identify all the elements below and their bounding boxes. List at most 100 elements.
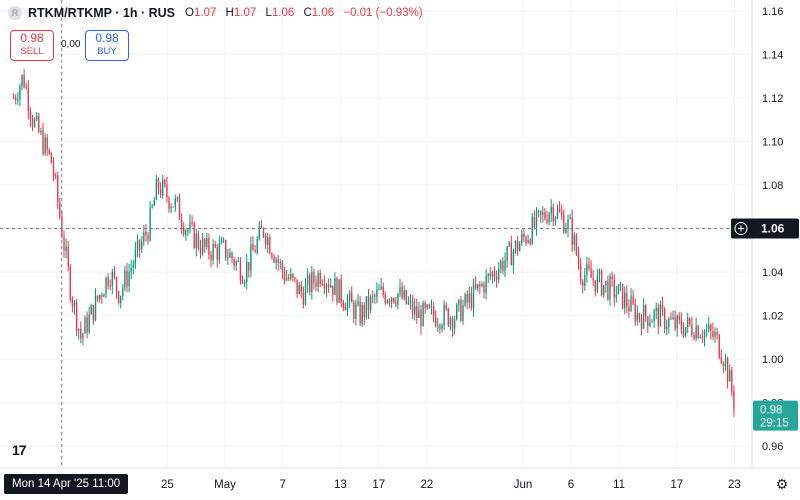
candle-body [428, 304, 431, 308]
candle-body [542, 212, 544, 215]
candle-body [61, 217, 63, 238]
low-value: 1.06 [271, 7, 295, 19]
candle-body [59, 201, 61, 218]
x-tick-label: 7 [279, 479, 285, 491]
candle-body [472, 284, 475, 309]
tradingview-logo-icon[interactable]: 17 [12, 442, 27, 458]
candle-body [174, 198, 177, 207]
candle-body [731, 370, 733, 392]
candle-body [178, 197, 181, 220]
symbol-header: R RTKM/RTKMP · 1h · RUS O1.07 H1.07 L1.0… [8, 6, 429, 20]
candle-body [344, 307, 347, 311]
candle-body [38, 115, 40, 133]
candle-body [325, 284, 328, 289]
candle-body [94, 295, 97, 320]
candle-body [418, 310, 420, 318]
buy-button[interactable]: 0.98 BUY [85, 30, 129, 61]
candle-body [187, 230, 189, 232]
candle-body [279, 262, 282, 264]
candle-body [292, 273, 294, 278]
candle-body [498, 269, 500, 280]
candle-body [120, 295, 122, 304]
candle-body [596, 274, 599, 292]
candle-body [611, 276, 613, 280]
candle-body [155, 179, 158, 200]
candle-body [531, 216, 534, 244]
candle-body [283, 272, 286, 281]
candle-body [705, 330, 708, 332]
candle-body [42, 130, 44, 154]
candle-body [619, 284, 622, 286]
candle-body [390, 298, 393, 303]
candle-body [416, 306, 418, 318]
candle-body [351, 292, 353, 303]
sell-button[interactable]: 0.98 SELL [10, 30, 54, 61]
candle-body [107, 277, 109, 286]
plus-circle-icon [734, 222, 748, 236]
candle-body [285, 277, 288, 281]
candle-body [323, 284, 326, 289]
candle-body [19, 86, 21, 100]
last-price-value: 0.98 [760, 405, 782, 417]
candle-body [50, 153, 53, 164]
candle-body [556, 209, 559, 218]
candle-body [548, 213, 550, 223]
candle-body [88, 314, 90, 333]
candle-body [346, 300, 349, 311]
x-tick-label: 22 [420, 479, 433, 491]
candle-body [447, 308, 450, 326]
candle-body [199, 247, 202, 254]
candle-body [409, 300, 412, 303]
candle-body [296, 279, 298, 295]
candle-body [330, 285, 332, 288]
high-label: H [225, 7, 234, 19]
candle-body [92, 305, 95, 320]
gear-icon[interactable]: ⚙ [775, 476, 789, 492]
candle-body [23, 74, 25, 88]
candle-body [288, 277, 290, 279]
candle-body [134, 249, 137, 265]
candle-body [712, 331, 714, 337]
candle-body [321, 283, 324, 285]
candle-body [609, 276, 611, 300]
candle-body [96, 295, 99, 300]
candle-body [508, 242, 510, 247]
candle-body [376, 289, 378, 297]
candle-body [634, 303, 636, 322]
candle-body [214, 243, 216, 248]
close-value: 1.06 [311, 7, 335, 19]
symbol-title[interactable]: RTKM/RTKMP · 1h · RUS [28, 6, 175, 20]
candle-body [485, 275, 487, 293]
candle-body [136, 239, 139, 250]
open-value: 1.07 [193, 7, 217, 19]
candle-body [340, 279, 342, 302]
candle-body [424, 302, 426, 309]
candle-body [645, 305, 647, 317]
candle-body [82, 333, 84, 339]
candle-body [464, 293, 466, 306]
candle-body [626, 293, 628, 307]
candle-body [512, 251, 515, 266]
candle-body [724, 358, 727, 367]
candle-body [435, 316, 437, 327]
candle-body [33, 119, 36, 127]
candle-body [29, 110, 32, 119]
candle-body [474, 284, 477, 289]
candle-body [693, 334, 695, 340]
candle-body [176, 197, 179, 199]
candle-body [504, 260, 506, 271]
sell-label: SELL [20, 46, 44, 57]
candle-body [113, 271, 116, 278]
candle-body [75, 302, 78, 331]
candle-body [403, 290, 405, 299]
candle-body [319, 273, 321, 284]
candle-body [514, 241, 517, 252]
candle-body [298, 284, 300, 295]
candle-body [680, 319, 683, 331]
candle-body [678, 315, 681, 320]
candle-body [256, 239, 258, 253]
candle-body [592, 277, 594, 281]
candle-body [603, 284, 605, 296]
